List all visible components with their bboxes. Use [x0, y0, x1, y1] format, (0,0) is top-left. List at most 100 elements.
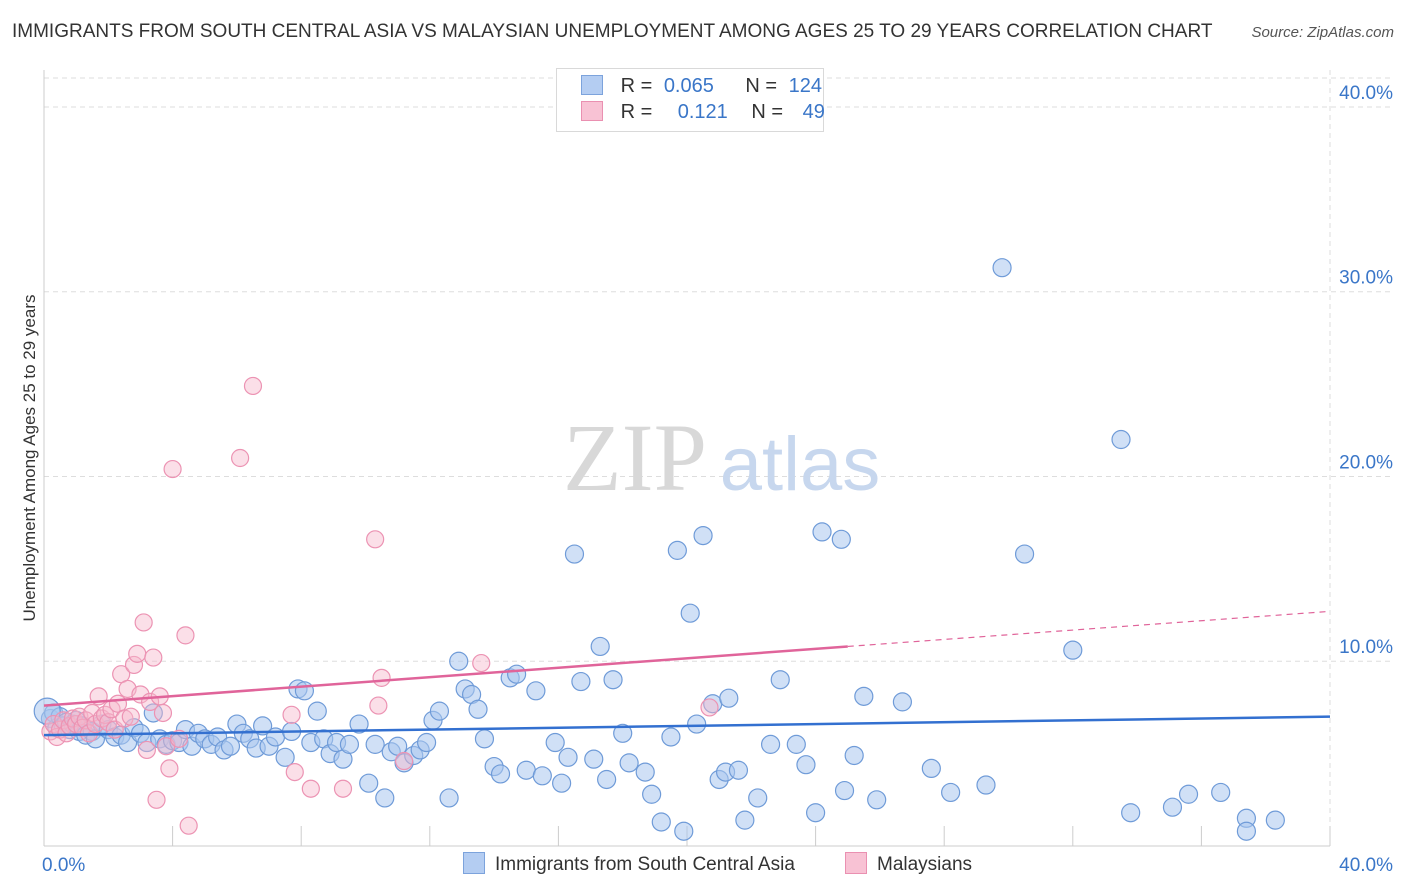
data-point-blue	[667, 540, 687, 560]
y-tick-label: 20.0%	[1339, 452, 1393, 473]
data-point-pink	[472, 653, 491, 673]
bottom-legend-blue: Immigrants from South Central Asia	[463, 852, 795, 876]
x-tick-label: 40.0%	[1339, 855, 1393, 876]
watermark-zip: ZIP	[563, 404, 707, 511]
data-point-blue	[867, 790, 887, 810]
data-point-pink	[394, 751, 414, 771]
data-point-blue	[719, 688, 739, 708]
data-point-blue	[748, 788, 768, 808]
data-point-blue	[564, 544, 585, 564]
y-axis-label: Unemployment Among Ages 25 to 29 years	[20, 294, 39, 622]
data-point-pink	[134, 613, 153, 632]
data-point-pink	[128, 644, 147, 663]
data-point-blue	[635, 762, 655, 782]
data-point-blue	[796, 755, 816, 775]
data-point-blue	[921, 758, 941, 779]
data-point-pink	[369, 696, 388, 715]
legend-row-pink: R = 0.121 N = 49	[581, 101, 825, 127]
data-point-blue	[805, 803, 826, 823]
data-point-blue	[275, 747, 295, 767]
data-point-blue	[143, 703, 163, 723]
x-tick-label: 0.0%	[42, 855, 85, 876]
data-point-pink	[144, 648, 163, 667]
data-point-blue	[558, 747, 578, 767]
data-point-blue	[760, 734, 781, 754]
data-point-blue	[429, 701, 450, 721]
tick-labels: 10.0% 20.0% 30.0% 40.0% 0.0% 40.0%	[42, 83, 1393, 876]
data-point-pink	[372, 668, 391, 687]
data-point-pink	[115, 709, 134, 728]
data-point-pink	[147, 790, 166, 809]
data-point-blue	[854, 686, 874, 706]
data-point-blue	[1236, 821, 1257, 841]
data-point-blue	[532, 766, 552, 786]
data-point-blue	[651, 812, 671, 832]
data-point-blue	[449, 651, 469, 671]
data-point-blue	[892, 692, 913, 712]
data-point-blue	[597, 769, 617, 790]
data-point-blue	[253, 716, 273, 736]
source-credit: Source: ZipAtlas.com	[1251, 24, 1394, 41]
data-point-pink	[301, 779, 320, 798]
data-point-pink	[176, 626, 195, 645]
data-point-blue	[831, 529, 851, 549]
bottom-legend-label-pink: Malaysians	[877, 854, 973, 875]
trend-line-blue	[43, 715, 1331, 737]
legend-r-value: 0.065	[663, 75, 714, 97]
data-point-blue	[1162, 797, 1183, 817]
data-point-blue	[770, 670, 790, 690]
data-point-blue	[526, 681, 546, 701]
data-point-blue	[603, 670, 623, 690]
data-point-blue	[728, 760, 749, 780]
data-point-blue	[474, 729, 495, 749]
trend-line-pink	[43, 645, 848, 707]
data-point-pink	[124, 655, 144, 675]
data-point-blue	[359, 773, 379, 793]
watermark-atlas: atlas	[720, 422, 881, 507]
data-point-blue	[294, 681, 315, 701]
data-point-blue	[976, 775, 996, 795]
data-point-pink	[163, 459, 182, 479]
data-point-blue	[735, 810, 755, 830]
data-point-blue	[571, 671, 591, 692]
data-point-pink	[121, 707, 140, 726]
data-point-pink	[179, 816, 198, 835]
data-point-blue	[339, 734, 360, 754]
y-tick-label: 40.0%	[1339, 83, 1393, 104]
data-point-blue	[468, 699, 488, 719]
data-point-pink	[137, 740, 156, 760]
bottom-legend-label-blue: Immigrants from South Central Asia	[495, 854, 795, 875]
data-point-pink	[333, 779, 353, 798]
data-point-pink	[243, 376, 263, 396]
data-point-blue	[1211, 782, 1231, 803]
legend-n-value: 124	[788, 75, 822, 97]
data-point-pink	[366, 530, 385, 549]
data-point-blue	[992, 258, 1012, 278]
series-blue-points	[33, 258, 1285, 841]
data-point-blue	[642, 784, 662, 804]
bottom-legend-swatch-pink	[845, 852, 867, 874]
data-point-blue	[1014, 544, 1035, 564]
data-point-blue	[941, 782, 961, 803]
data-point-blue	[375, 788, 395, 808]
legend-n-label: N =	[751, 101, 784, 123]
legend-row-blue: R = 0.065 N = 124	[581, 75, 822, 101]
data-point-pink	[169, 729, 189, 748]
data-point-pink	[285, 762, 304, 782]
data-point-blue	[613, 723, 633, 743]
legend-n-label: N =	[745, 75, 778, 97]
data-point-blue	[516, 760, 536, 780]
trend-lines	[43, 610, 1331, 737]
data-point-blue	[545, 732, 565, 753]
data-point-blue	[693, 525, 713, 546]
data-point-blue	[349, 714, 369, 734]
data-point-blue	[844, 745, 864, 766]
data-point-blue	[661, 727, 681, 747]
data-point-blue	[786, 734, 806, 754]
data-point-blue	[490, 764, 511, 784]
watermark: ZIP atlas	[563, 404, 880, 511]
data-point-pink	[153, 703, 173, 723]
trend-line-pink-extension	[847, 610, 1331, 648]
data-point-blue	[812, 522, 832, 542]
